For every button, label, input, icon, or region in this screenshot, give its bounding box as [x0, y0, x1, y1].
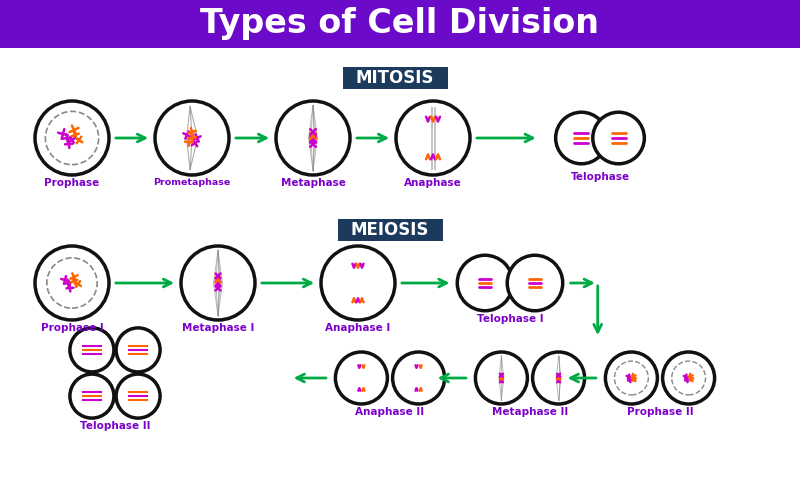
Bar	[0, 0, 800, 48]
Text: Anaphase I: Anaphase I	[326, 323, 390, 333]
Text: Prophase I: Prophase I	[41, 323, 103, 333]
Ellipse shape	[276, 101, 350, 175]
Text: Metaphase II: Metaphase II	[492, 407, 568, 417]
Text: Anaphase II: Anaphase II	[355, 407, 425, 417]
Text: Types of Cell Division: Types of Cell Division	[201, 8, 599, 41]
Circle shape	[458, 255, 513, 311]
Text: Telophase I: Telophase I	[477, 314, 543, 324]
Circle shape	[35, 246, 109, 320]
Text: Prophase II: Prophase II	[626, 407, 694, 417]
Text: Metaphase: Metaphase	[281, 178, 346, 188]
Circle shape	[662, 352, 714, 404]
Circle shape	[116, 328, 160, 372]
Text: MEIOSIS: MEIOSIS	[351, 221, 429, 239]
Circle shape	[70, 328, 114, 372]
Text: Anaphase: Anaphase	[404, 178, 462, 188]
Circle shape	[181, 246, 255, 320]
Text: Telophase II: Telophase II	[80, 421, 150, 431]
Circle shape	[507, 255, 562, 311]
Ellipse shape	[35, 101, 109, 175]
Text: Telophase: Telophase	[570, 172, 630, 183]
Text: Prophase: Prophase	[44, 178, 100, 188]
Ellipse shape	[396, 101, 470, 175]
Bar	[342, 67, 447, 89]
Circle shape	[475, 352, 527, 404]
Circle shape	[393, 352, 445, 404]
Circle shape	[70, 374, 114, 418]
Ellipse shape	[155, 101, 229, 175]
Circle shape	[606, 352, 658, 404]
Bar	[338, 219, 442, 241]
Circle shape	[321, 246, 395, 320]
Circle shape	[335, 352, 387, 404]
Circle shape	[556, 112, 607, 164]
Circle shape	[116, 374, 160, 418]
Text: Prometaphase: Prometaphase	[154, 178, 230, 187]
Text: Metaphase I: Metaphase I	[182, 323, 254, 333]
Circle shape	[593, 112, 644, 164]
Text: MITOSIS: MITOSIS	[356, 69, 434, 87]
Circle shape	[533, 352, 585, 404]
